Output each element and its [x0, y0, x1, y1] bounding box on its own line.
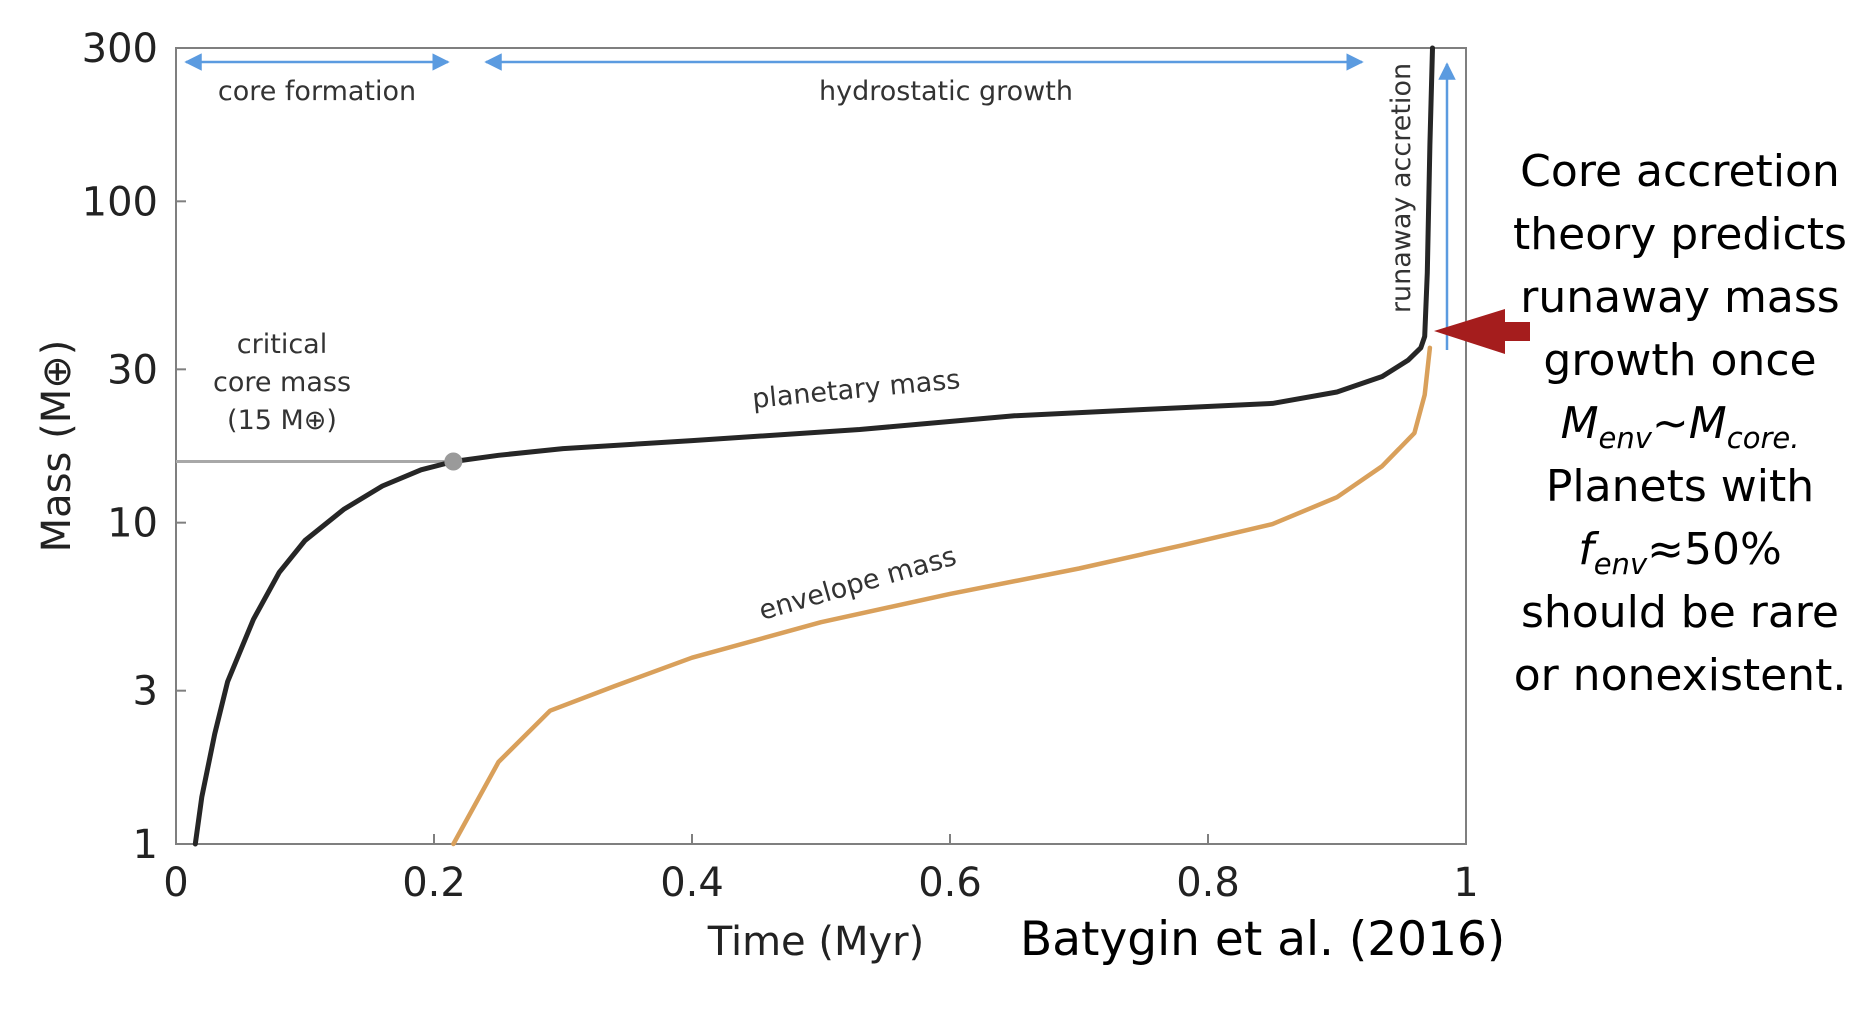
- y-tick-label-3: 30: [107, 347, 158, 393]
- side-line-9: or nonexistent.: [1513, 650, 1847, 701]
- y-tick-label-1: 3: [133, 669, 158, 715]
- side-line-5: Menv~Mcore.: [1505, 392, 1855, 455]
- f-env-symbol: f: [1578, 524, 1594, 575]
- tilde-symbol: ~: [1651, 398, 1689, 449]
- runaway-accretion-label: runaway accretion: [1386, 63, 1417, 313]
- y-axis-title: Mass (M⊕): [34, 340, 80, 553]
- side-line-3: runaway mass: [1520, 272, 1840, 323]
- series-line-0: [192, 45, 1435, 847]
- citation: Batygin et al. (2016): [1020, 912, 1506, 967]
- series-lines: [192, 45, 1435, 847]
- x-axis-title: Time (Myr): [707, 919, 924, 965]
- critical-mass-label-line3: (15 M⊕): [227, 405, 337, 436]
- x-tick-label-1: 0.2: [402, 860, 466, 906]
- side-explanation: Core accretion theory predicts runaway m…: [1505, 140, 1855, 707]
- y-tick-label-0: 1: [133, 822, 158, 868]
- y-axis-ticks: 1 3 10 30 100 300: [82, 26, 186, 868]
- y-tick-label-2: 10: [107, 501, 158, 547]
- core-formation-label: core formation: [218, 76, 416, 107]
- y-tick-label-4: 100: [82, 179, 158, 225]
- x-axis-ticks: 0 0.2 0.4 0.6 0.8 1: [163, 834, 1479, 906]
- side-line-2: theory predicts: [1513, 209, 1847, 260]
- x-tick-label-0: 0: [163, 860, 188, 906]
- x-tick-label-3: 0.6: [918, 860, 982, 906]
- critical-point-layer: [444, 452, 463, 471]
- x-tick-label-2: 0.4: [660, 860, 724, 906]
- m-env-symbol: M: [1560, 398, 1599, 449]
- pointer-arrow: [1434, 309, 1530, 354]
- plot-frame: [175, 47, 1467, 845]
- critical-mass-label-line1: critical: [237, 329, 327, 360]
- y-tick-label-5: 300: [82, 26, 158, 72]
- side-line-7: fenv≈50%: [1505, 518, 1855, 581]
- critical-point: [444, 452, 463, 471]
- x-tick-label-4: 0.8: [1176, 860, 1240, 906]
- side-line-8: should be rare: [1521, 587, 1839, 638]
- critical-mass-label-line2: core mass: [213, 367, 351, 398]
- side-line-4: growth once: [1543, 335, 1817, 386]
- side-line-6: Planets with: [1545, 461, 1815, 512]
- hydrostatic-growth-label: hydrostatic growth: [819, 76, 1073, 107]
- series-line-1: [451, 345, 1433, 847]
- x-tick-label-5: 1: [1453, 860, 1478, 906]
- side-line-1: Core accretion: [1520, 146, 1840, 197]
- f-env-subscript: env: [1593, 547, 1648, 581]
- m-core-symbol: M: [1688, 398, 1727, 449]
- m-core-subscript: core.: [1726, 421, 1800, 455]
- m-env-subscript: env: [1598, 421, 1652, 455]
- planetary-mass-label: planetary mass: [751, 364, 962, 415]
- fraction-value: ≈50%: [1647, 524, 1782, 575]
